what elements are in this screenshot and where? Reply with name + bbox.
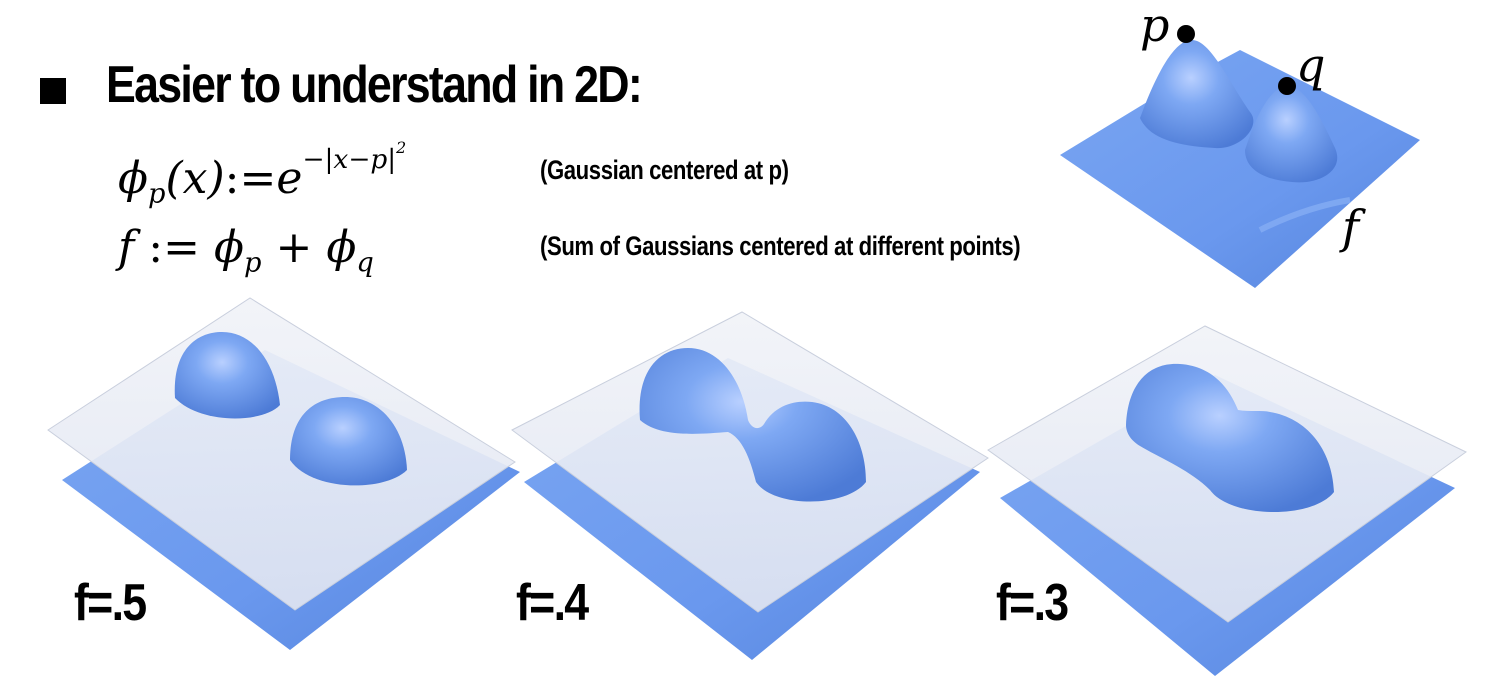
gaussian-equation: ϕp(x):=e−|x−p|2 <box>118 138 406 210</box>
note-gaussian: (Gaussian centered at p) <box>540 155 789 185</box>
f-symbol: f <box>118 222 135 273</box>
level-panel-1 <box>47 297 520 650</box>
exponent: −|x−p| <box>302 144 397 176</box>
level-panel-3 <box>987 325 1467 676</box>
label-p: p <box>1140 0 1170 52</box>
bullet-square <box>40 78 66 104</box>
heading: Easier to understand in 2D: <box>106 56 643 114</box>
label-f: f <box>1342 200 1360 254</box>
level-panel-2 <box>511 311 989 660</box>
subscript-q: q <box>356 247 374 279</box>
surface-f <box>1060 40 1420 288</box>
assign-operator: := <box>224 153 277 205</box>
level-label-1: f=.5 <box>74 574 147 632</box>
level-label-3: f=.3 <box>996 574 1069 632</box>
base-e: e <box>276 153 303 205</box>
phi-symbol: ϕ <box>118 153 148 205</box>
level-label-2: f=.4 <box>516 574 589 632</box>
note-sum: (Sum of Gaussians centered at different … <box>540 231 1021 261</box>
phi-symbol-p: ϕ <box>214 222 244 273</box>
point-q <box>1278 77 1296 95</box>
phi-subscript-p: p <box>148 178 166 210</box>
assign-operator-2: := <box>148 222 200 273</box>
phi-symbol-q: ϕ <box>326 222 357 273</box>
label-q: q <box>1296 38 1326 92</box>
point-p <box>1177 25 1195 43</box>
subscript-p: p <box>244 247 262 279</box>
exponent-power: 2 <box>396 138 407 157</box>
sum-equation: f := ϕp + ϕq <box>118 222 374 279</box>
plus-operator: + <box>275 222 313 273</box>
x-argument: (x) <box>165 153 225 205</box>
